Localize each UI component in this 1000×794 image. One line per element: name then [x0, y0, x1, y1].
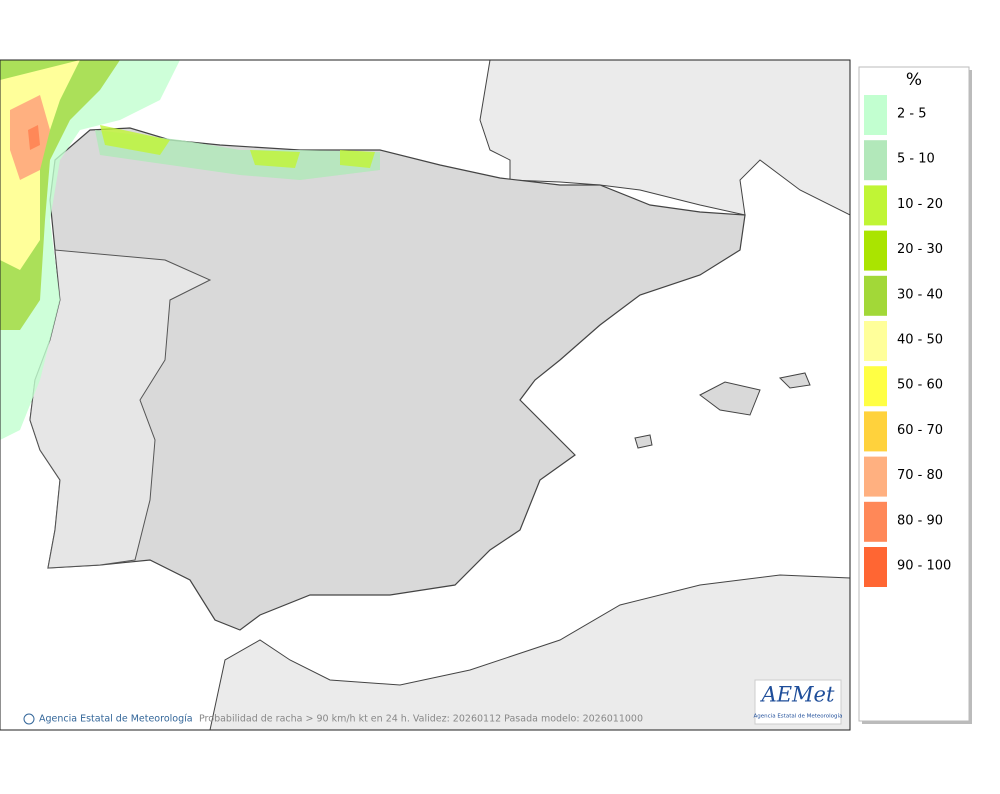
map-frame [0, 59, 851, 731]
legend-label: 20 - 30 [897, 242, 943, 257]
legend-label: 60 - 70 [897, 423, 943, 438]
legend-swatch [864, 140, 887, 181]
france [479, 59, 851, 216]
legend-title: % [906, 70, 922, 90]
legend-swatch [864, 411, 887, 452]
legend-label: 40 - 50 [897, 333, 943, 348]
legend-swatch [864, 547, 887, 587]
probability-area [100, 125, 375, 168]
legend-label: 30 - 40 [897, 287, 943, 302]
legend-label: 2 - 5 [897, 107, 927, 122]
legend-label: 80 - 90 [897, 513, 943, 528]
legend-swatch [864, 230, 887, 271]
legend-label: 10 - 20 [897, 197, 943, 212]
credit: Agencia Estatal de Meteorología [39, 714, 193, 725]
legend-swatch [864, 321, 887, 361]
caption: Probabilidad de racha > 90 km/h kt en 24… [199, 714, 643, 725]
islands [634, 372, 811, 449]
legend-label: 50 - 60 [897, 378, 943, 393]
logo: AEMet [760, 683, 835, 707]
legend-label: 90 - 100 [897, 559, 951, 574]
copyright-icon [23, 713, 35, 725]
logo-box [754, 679, 842, 725]
legend-swatch [864, 185, 887, 226]
legend-swatch [864, 501, 887, 542]
legend-swatch [864, 275, 887, 316]
map: Agencia Estatal de Meteorología Probabil… [0, 59, 851, 731]
logo-subtitle: Agencia Estatal de Meteorología [754, 713, 843, 720]
legend-swatch [864, 95, 887, 135]
legend-label: 70 - 80 [897, 468, 943, 483]
legend-swatch [864, 456, 887, 497]
legend: % 2 - 5 5 - 10 10 - 20 20 - 30 30 - 40 40 - 5… [858, 66, 972, 724]
africa [209, 574, 851, 731]
probability-area [28, 125, 40, 150]
legend-swatch [864, 366, 887, 407]
legend-label: 5 - 10 [897, 152, 935, 167]
